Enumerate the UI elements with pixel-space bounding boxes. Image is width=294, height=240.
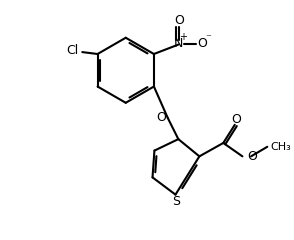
Text: O: O bbox=[174, 14, 184, 27]
Text: N: N bbox=[174, 37, 183, 50]
Text: O: O bbox=[197, 37, 207, 50]
Text: O: O bbox=[231, 113, 241, 126]
Text: S: S bbox=[173, 195, 181, 208]
Text: O: O bbox=[156, 111, 166, 124]
Text: +: + bbox=[178, 32, 187, 42]
Text: CH₃: CH₃ bbox=[270, 142, 291, 152]
Text: ⁻: ⁻ bbox=[206, 34, 211, 44]
Text: Cl: Cl bbox=[66, 44, 79, 57]
Text: O: O bbox=[247, 150, 257, 163]
